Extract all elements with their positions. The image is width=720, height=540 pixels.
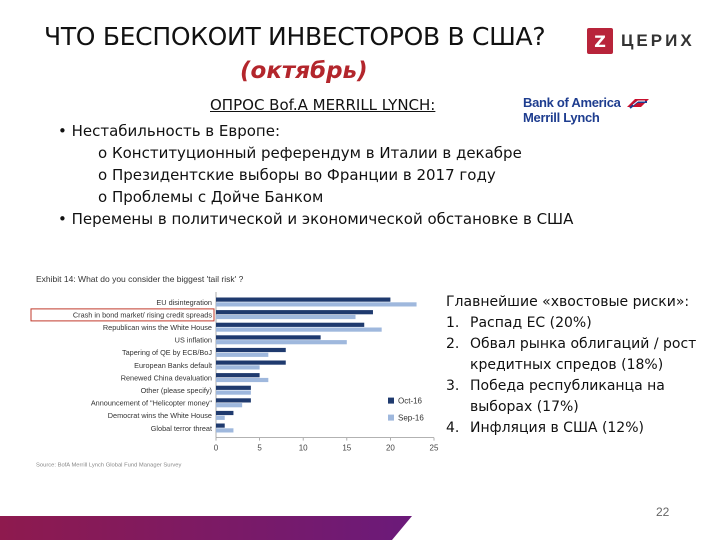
legend-swatch (388, 414, 394, 421)
category-label: Renewed China devaluation (121, 373, 212, 382)
logo-mark-icon: Z (587, 28, 613, 54)
bar-sep-16 (216, 403, 243, 408)
summary-item-number: 2. (446, 336, 460, 352)
chart-source: Source: BofA Merrill Lynch Global Fund M… (36, 463, 182, 469)
category-label: Tapering of QE by ECB/BoJ (122, 348, 212, 357)
tail-risk-summary: Главнейшие «хвостовые риски»: 1. Распад … (446, 292, 718, 439)
summary-item-number: 1. (446, 315, 460, 331)
bullet-usa: • Перемены в политической и экономическо… (58, 210, 574, 228)
x-tick-label: 20 (386, 444, 395, 453)
bar-sep-16 (216, 327, 382, 332)
bar-oct-16 (216, 347, 286, 353)
category-label: European Banks default (134, 361, 212, 370)
bar-sep-16 (216, 390, 251, 395)
x-tick-label: 15 (342, 444, 351, 453)
bar-oct-16 (216, 423, 225, 428)
bar-oct-16 (216, 373, 260, 378)
bar-oct-16 (216, 335, 321, 340)
company-logo: Z ЦЕРИХ (587, 28, 695, 54)
legend-label: Sep-16 (398, 414, 424, 423)
category-label: Crash in bond market/ rising credit spre… (73, 310, 212, 319)
bullet-list: • Нестабильность в Европе: o Конституцио… (58, 120, 573, 230)
bar-oct-16 (216, 310, 373, 315)
sub-bullet-italy: o Конституционный референдум в Италии в … (98, 144, 522, 162)
bank-logo: Bank of America Merrill Lynch (523, 95, 651, 125)
tail-risk-chart: Exhibit 14: What do you consider the big… (30, 274, 439, 469)
summary-item: 1. Распад ЕС (20%) (446, 313, 718, 334)
summary-heading: Главнейшие «хвостовые риски»: (446, 294, 690, 310)
survey-label: ОПРОС Bof.A MERRILL LYNCH: (210, 96, 436, 114)
category-label: Democrat wins the White House (108, 411, 212, 420)
x-tick-label: 25 (430, 444, 439, 453)
bar-oct-16 (216, 410, 234, 416)
bar-oct-16 (216, 360, 286, 365)
flag-icon (626, 98, 649, 109)
bar-sep-16 (216, 314, 356, 320)
chart-title: Exhibit 14: What do you consider the big… (36, 274, 244, 284)
bank-logo-line2: Merrill Lynch (523, 110, 600, 125)
bar-sep-16 (216, 428, 234, 433)
chart-container: Exhibit 14: What do you consider the big… (30, 268, 440, 498)
bar-sep-16 (216, 352, 269, 357)
sub-bullet-deutsche: o Проблемы с Дойче Банком (98, 188, 324, 206)
category-label: Republican wins the White House (103, 323, 212, 332)
summary-item: 2. Обвал рынка облигаций / рост кредитны… (446, 334, 718, 376)
category-label: Global terror threat (151, 424, 212, 433)
x-tick-label: 0 (214, 444, 219, 453)
category-label: Announcement of "Helicopter money" (91, 399, 213, 408)
category-label: Other (please specify) (141, 386, 212, 395)
bullet-europe: • Нестабильность в Европе: (58, 122, 281, 140)
highlight-box (30, 308, 215, 322)
bar-sep-16 (216, 365, 260, 370)
bank-logo-line1: Bank of America (523, 95, 621, 110)
summary-item-text: Инфляция в США (12%) (470, 420, 644, 436)
page-number: 22 (656, 505, 670, 519)
legend-label: Oct-16 (398, 397, 423, 406)
logo-text: ЦЕРИХ (621, 31, 695, 50)
summary-item-text: Победа республиканца на выборах (17%) (470, 378, 665, 415)
bar-sep-16 (216, 302, 417, 307)
summary-item-number: 3. (446, 378, 460, 394)
category-label: US inflation (175, 336, 212, 345)
bar-sep-16 (216, 340, 347, 345)
bar-oct-16 (216, 297, 391, 302)
bar-oct-16 (216, 398, 251, 403)
bar-oct-16 (216, 322, 365, 327)
category-label: EU disintegration (156, 298, 212, 307)
x-tick-label: 10 (299, 444, 308, 453)
summary-item-text: Обвал рынка облигаций / рост кредитных с… (470, 336, 697, 373)
x-tick-label: 5 (257, 444, 262, 453)
bar-oct-16 (216, 385, 251, 390)
legend-swatch (388, 397, 394, 404)
sub-bullet-france: o Президентские выборы во Франции в 2017… (98, 166, 496, 184)
bar-sep-16 (216, 415, 225, 420)
bar-sep-16 (216, 377, 269, 383)
summary-item: 4. Инфляция в США (12%) (446, 418, 718, 439)
bottom-band (0, 516, 412, 540)
summary-item: 3. Победа республиканца на выборах (17%) (446, 376, 718, 418)
page-subtitle: (октябрь) (240, 58, 368, 84)
summary-item-text: Распад ЕС (20%) (470, 315, 592, 331)
summary-item-number: 4. (446, 420, 460, 436)
page-title: ЧТО БЕСПОКОИТ ИНВЕСТОРОВ В США? (44, 22, 546, 51)
